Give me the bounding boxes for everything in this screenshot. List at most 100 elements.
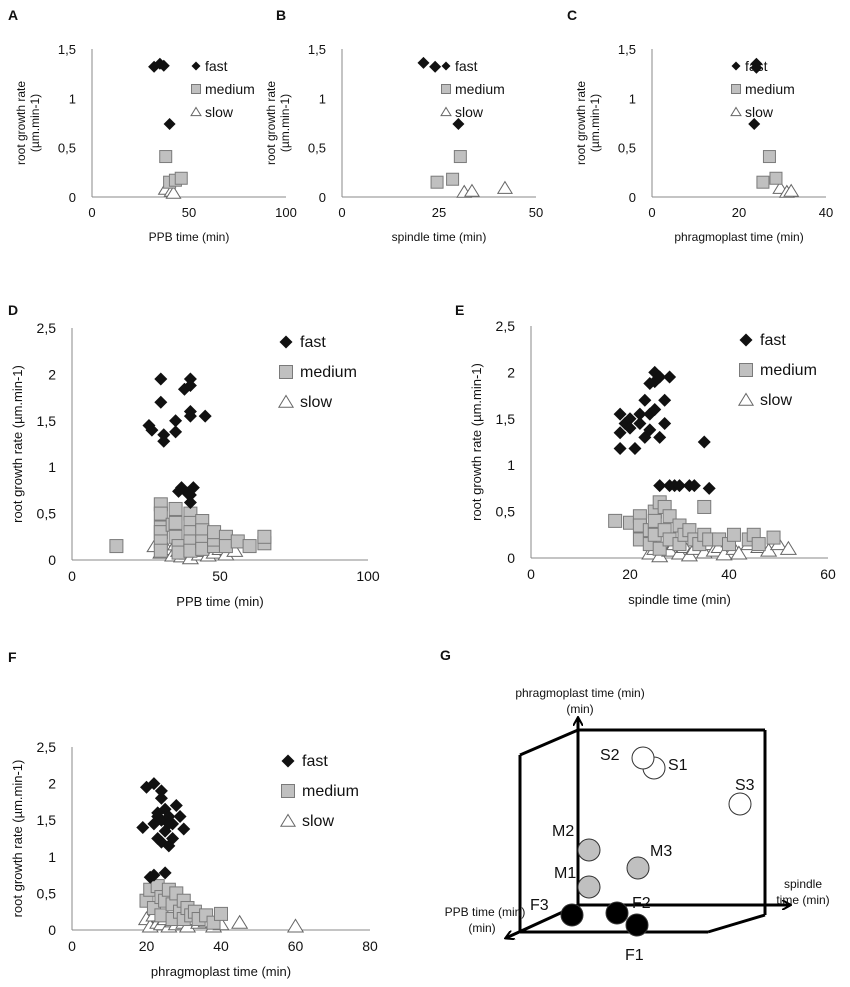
x-tick-label: 0	[68, 938, 76, 954]
y-tick-label: 0	[629, 190, 636, 205]
y-tick-label: 1,5	[618, 42, 636, 57]
legend-medium-label: medium	[302, 783, 359, 800]
data-point-medium	[726, 527, 741, 542]
data-point-fast	[162, 817, 176, 831]
data-point-fast	[613, 407, 627, 421]
data-point-medium	[153, 543, 168, 558]
x-tick-label: 40	[721, 566, 737, 582]
y-tick-label: 1	[69, 91, 76, 106]
y-tick-label: 1,5	[58, 42, 76, 57]
data-point-fast	[166, 832, 180, 845]
y-tick-label: 2,5	[496, 318, 516, 334]
data-point-fast	[154, 791, 168, 805]
legend-fast-icon	[191, 61, 201, 71]
y-tick-label: 2	[48, 776, 56, 792]
data-point-medium	[766, 530, 781, 545]
panel-label: F	[8, 649, 17, 665]
data-point-fast	[157, 434, 171, 448]
y-tick-label: 0,5	[37, 506, 57, 522]
cluster-point-m3	[626, 856, 650, 880]
data-point-fast	[658, 393, 672, 407]
data-point-medium	[446, 172, 460, 186]
x-tick-label: 60	[820, 566, 836, 582]
y-axis-title: root growth rate (µm.min-1)	[469, 363, 484, 521]
legend-fast-icon	[739, 333, 753, 347]
y-tick-label: 0	[48, 922, 56, 938]
y-tick-label: 0	[48, 552, 56, 568]
data-point-fast	[158, 866, 172, 880]
y-tick-label: 1	[319, 91, 326, 106]
data-point-slow	[496, 180, 514, 194]
cluster-point-f2	[605, 901, 629, 925]
legend-medium-icon	[281, 784, 295, 798]
data-point-fast	[417, 56, 430, 69]
panel-b-scatter: B 0 25 50 0 0,5 1 1,5 spindle time (min) root gro…	[264, 7, 543, 244]
data-point-fast	[653, 430, 667, 444]
cluster-point-m1	[577, 875, 601, 899]
x-axis-title: phragmoplast time (min)	[151, 964, 291, 979]
data-point-medium	[257, 529, 272, 544]
y-axis-unit: (µm.min-1)	[278, 94, 292, 152]
panel-label: C	[567, 7, 577, 23]
panel-label: E	[455, 302, 464, 318]
x-tick-label: 50	[182, 205, 196, 220]
x-tick-label: 0	[648, 205, 655, 220]
x-tick-label: 0	[68, 568, 76, 584]
cluster-label-m1: M1	[554, 865, 576, 882]
legend-medium-icon	[191, 84, 201, 94]
legend-medium-icon	[279, 365, 293, 379]
legend-fast-icon	[279, 335, 293, 349]
legend-medium-icon	[441, 84, 451, 94]
legend-slow-icon	[440, 106, 452, 117]
legend-slow-icon	[277, 394, 295, 408]
legend-fast-label: fast	[745, 58, 768, 74]
legend-fast-label: fast	[205, 58, 228, 74]
cube-edge	[519, 728, 579, 757]
legend-medium-icon	[731, 84, 741, 94]
spindle-axis-unit: time (min)	[776, 893, 829, 907]
data-point-fast	[623, 421, 637, 435]
legend-slow-icon	[737, 392, 755, 406]
data-point-fast	[663, 370, 677, 384]
legend-medium-icon	[739, 363, 753, 377]
x-tick-label: 0	[88, 205, 95, 220]
data-point-fast	[673, 479, 686, 493]
x-tick-label: 50	[529, 205, 543, 220]
data-point-medium	[756, 175, 770, 189]
data-point-fast	[697, 435, 711, 449]
y-tick-label: 1	[629, 91, 636, 106]
y-tick-label: 2	[48, 366, 56, 382]
ppb-axis-label: PPB time (min)	[445, 905, 526, 919]
data-point-fast	[658, 416, 672, 430]
x-tick-label: 60	[288, 938, 304, 954]
y-tick-label: 1,5	[37, 812, 57, 828]
data-point-medium	[453, 150, 467, 164]
data-point-fast	[145, 423, 159, 437]
data-point-slow	[165, 185, 182, 199]
data-point-medium	[769, 171, 783, 185]
legend-fast-label: fast	[300, 334, 326, 351]
y-tick-label: 0	[69, 190, 76, 205]
x-axis-title: spindle time (min)	[628, 592, 731, 607]
data-point-medium	[230, 534, 245, 549]
cluster-label-m3: M3	[650, 843, 672, 860]
cluster-point-f1	[625, 913, 649, 937]
y-axis-unit: (µm.min-1)	[10, 365, 25, 428]
data-point-fast	[173, 810, 187, 824]
data-point-fast	[648, 403, 662, 417]
data-point-fast	[147, 777, 161, 791]
data-point-fast	[638, 393, 652, 407]
x-axis-title: PPB time (min)	[149, 230, 230, 244]
legend-slow-label: slow	[205, 104, 234, 120]
data-point-medium	[218, 539, 233, 554]
cluster-label-m2: M2	[552, 823, 574, 840]
panel-a-scatter: A 0 50 100 0 0,5 1 1,5 PPB time (min) root growth…	[8, 7, 297, 244]
data-point-slow	[783, 183, 800, 197]
panel-label: A	[8, 7, 18, 23]
y-tick-label: 1,5	[37, 413, 57, 429]
data-point-fast	[750, 61, 763, 74]
y-axis-title: root growth rate	[264, 81, 278, 165]
data-point-medium	[183, 543, 198, 558]
data-point-fast	[154, 395, 168, 409]
x-tick-label: 50	[212, 568, 228, 584]
